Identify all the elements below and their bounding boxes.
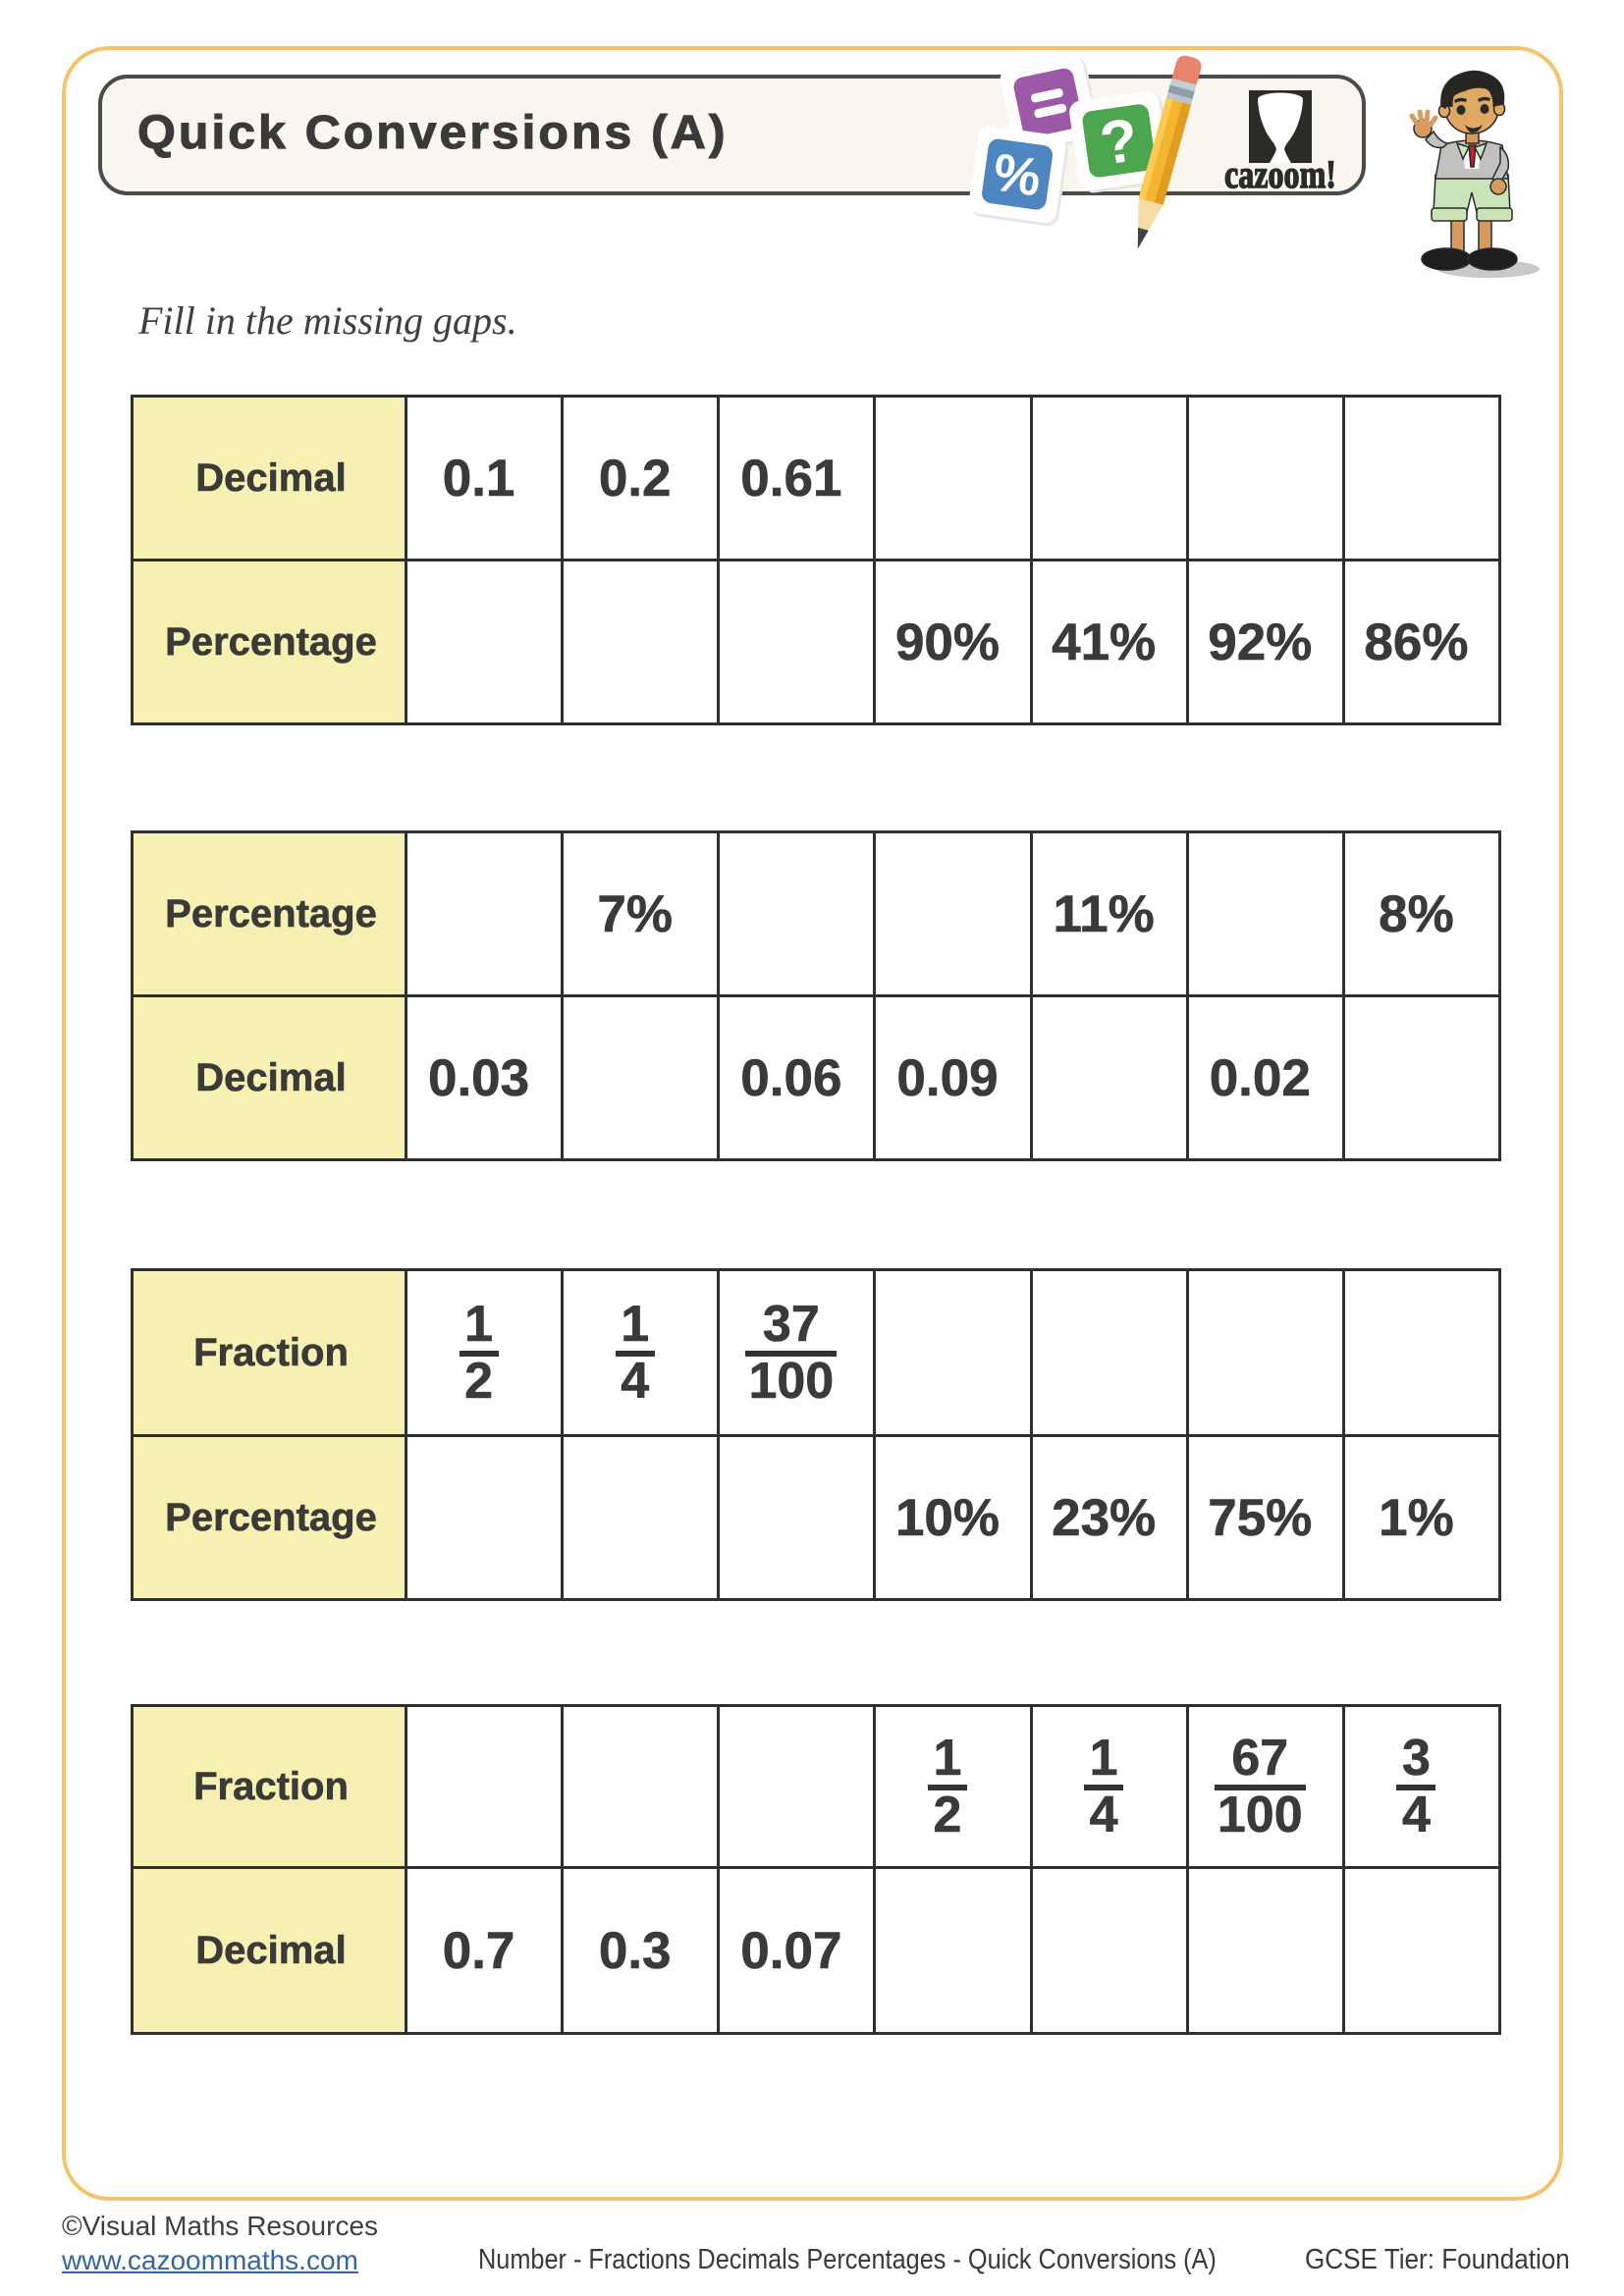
svg-text:%: % [990,143,1045,208]
svg-text:cazoom!: cazoom! [1224,152,1336,196]
